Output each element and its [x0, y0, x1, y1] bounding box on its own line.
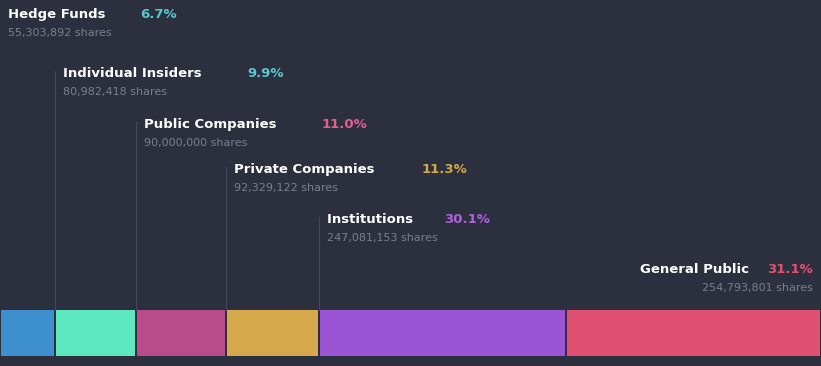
Bar [56, 310, 135, 356]
Text: 30.1%: 30.1% [444, 213, 490, 226]
Text: Institutions: Institutions [327, 213, 418, 226]
Text: 31.1%: 31.1% [768, 263, 813, 276]
Text: 6.7%: 6.7% [140, 8, 177, 21]
Bar [320, 310, 565, 356]
Text: 247,081,153 shares: 247,081,153 shares [327, 233, 438, 243]
Text: 11.0%: 11.0% [321, 118, 367, 131]
Text: 9.9%: 9.9% [248, 67, 284, 80]
Text: 11.3%: 11.3% [422, 163, 467, 176]
Text: General Public: General Public [640, 263, 754, 276]
Bar [1, 310, 54, 356]
Text: 90,000,000 shares: 90,000,000 shares [144, 138, 247, 148]
Text: Public Companies: Public Companies [144, 118, 282, 131]
Bar [567, 310, 820, 356]
Text: Individual Insiders: Individual Insiders [63, 67, 206, 80]
Bar [137, 310, 226, 356]
Text: 80,982,418 shares: 80,982,418 shares [63, 87, 167, 97]
Text: 254,793,801 shares: 254,793,801 shares [702, 283, 813, 293]
Text: Private Companies: Private Companies [234, 163, 379, 176]
Bar [227, 310, 318, 356]
Text: 55,303,892 shares: 55,303,892 shares [8, 28, 112, 38]
Text: 92,329,122 shares: 92,329,122 shares [234, 183, 338, 193]
Text: Hedge Funds: Hedge Funds [8, 8, 110, 21]
